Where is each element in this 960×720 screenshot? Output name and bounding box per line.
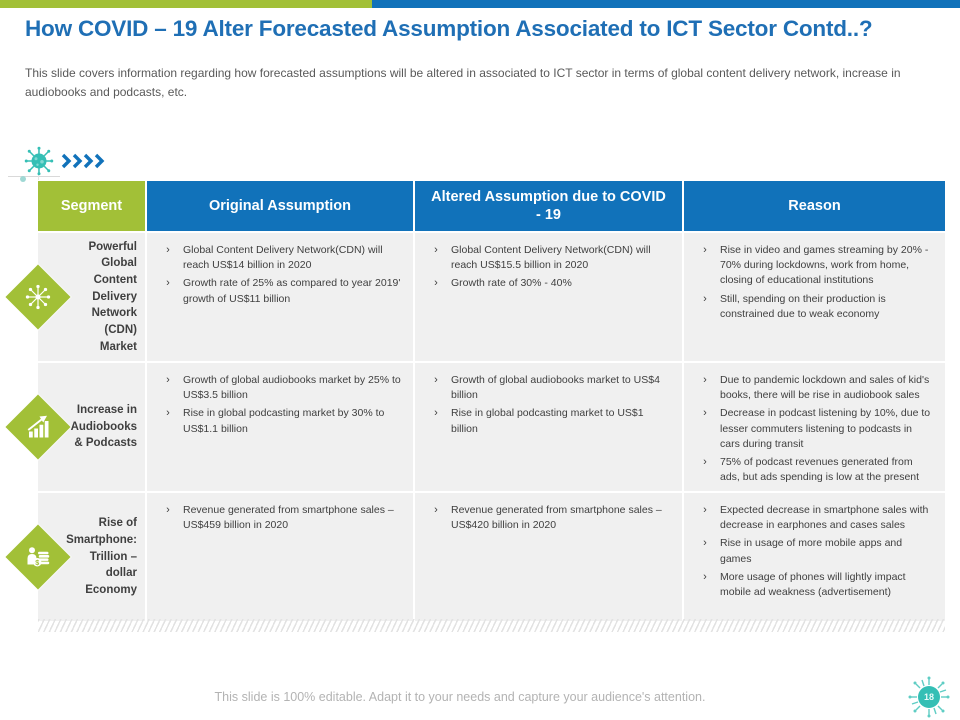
bullet-text: 75% of podcast revenues generated from a… [720,456,920,484]
bullet-text: Global Content Delivery Network(CDN) wil… [451,244,651,272]
decorative-dot [20,176,26,182]
assumptions-table: Segment Original Assumption Altered Assu… [5,181,945,621]
bullet-marker: › [166,374,170,386]
bullet-text: Global Content Delivery Network(CDN) wil… [183,244,383,272]
decorative-line [8,176,60,177]
network-hub-icon [5,264,71,330]
segment-diamond [5,264,71,330]
bullet-text: Revenue generated from smartphone sales … [451,504,662,532]
decorative-header-group [24,146,106,181]
bullet-marker: › [703,537,707,550]
bullet-marker: › [703,456,707,469]
bullet-text: Growth rate of 30% - 40% [451,277,572,290]
bullet-text: Revenue generated from smartphone sales … [183,504,394,532]
bullet-text: Rise in global podcasting market to US$1… [451,407,644,435]
growth-bar-chart-icon [5,394,71,460]
page-title: How COVID – 19 Alter Forecasted Assumpti… [25,16,873,41]
bullet-marker: › [703,292,707,305]
bullet-text: Rise in global podcasting market by 30% … [183,407,385,435]
segment-label: Powerful Global Content Delivery Network… [88,240,137,353]
segment-cell-smartphone-economy: $ Rise of Smartphone: Trillion – dollar … [5,493,145,621]
bullet-text: Decrease in podcast listening by 10%, du… [720,407,931,450]
bullet-marker: › [703,374,707,386]
segment-diamond [5,394,71,460]
footer-note: This slide is 100% editable. Adapt it to… [214,690,706,704]
slide-description: This slide covers information regarding … [25,66,901,99]
top-accent-bar-green [0,0,372,8]
money-person-icon: $ [5,524,71,590]
bullet-marker: › [703,504,707,516]
bullet-marker: › [434,277,438,290]
hatched-strip [38,619,945,632]
bullet-marker: › [434,504,438,516]
bullet-text: Due to pandemic lockdown and sales of ki… [720,374,930,402]
bullet-text: Growth of global audiobooks market by 25… [183,374,401,402]
bullet-text: Still, spending on their production is c… [720,292,886,320]
bullet-marker: › [434,244,438,256]
bullet-marker: › [166,277,170,290]
bullet-marker: › [434,407,438,420]
bullet-marker: › [166,504,170,516]
altered-assumption-cell-row3: › Revenue generated from smartphone sales… [415,493,682,621]
altered-assumption-cell-row1: › Global Content Delivery Network(CDN) wi… [415,233,682,361]
fast-forward-chevrons-icon [60,152,106,175]
column-header-original-assumption: Original Assumption [147,181,413,231]
segment-cell-cdn-market: Powerful Global Content Delivery Network… [5,233,145,361]
reason-cell-row3: › Expected decrease in smartphone sales w… [684,493,945,621]
bullet-text: Rise in usage of more mobile apps and ga… [720,537,903,565]
bullet-marker: › [434,374,438,386]
segment-cell-audiobooks-podcasts: Increase in Audiobooks & Podcasts [5,363,145,491]
bullet-text: Expected decrease in smartphone sales wi… [720,504,929,532]
segment-label: Rise of Smartphone: Trillion – dollar Ec… [66,517,137,596]
original-assumption-cell-row1: › Global Content Delivery Network(CDN) wi… [147,233,413,361]
bullet-marker: › [703,407,707,420]
bullet-marker: › [166,244,170,256]
bullet-text: Rise in video and games streaming by 20%… [720,244,929,287]
svg-text:$: $ [35,559,39,567]
column-header-altered-assumption: Altered Assumption due to COVID - 19 [415,181,682,231]
column-header-reason: Reason [684,181,945,231]
original-assumption-cell-row2: › Growth of global audiobooks market by 2… [147,363,413,491]
bullet-text: More usage of phones will lightly impact… [720,570,906,599]
bullet-marker: › [703,244,707,256]
virus-icon [24,146,54,181]
column-header-segment: Segment [38,181,145,231]
segment-label: Increase in Audiobooks & Podcasts [70,403,138,450]
segment-diamond: $ [5,524,71,590]
bullet-marker: › [166,407,170,420]
virus-badge-icon: 18 [908,676,950,718]
reason-cell-row2: › Due to pandemic lockdown and sales of k… [684,363,945,491]
top-accent-bar-blue [372,0,960,8]
altered-assumption-cell-row2: › Growth of global audiobooks market to U… [415,363,682,491]
reason-cell-row1: › Rise in video and games streaming by 20… [684,233,945,361]
slide-number: 18 [923,692,934,702]
original-assumption-cell-row3: › Revenue generated from smartphone sales… [147,493,413,621]
bullet-text: Growth of global audiobooks market to US… [451,374,660,402]
bullet-marker: › [703,570,707,583]
bullet-text: Growth rate of 25% as compared to year 2… [183,277,401,305]
